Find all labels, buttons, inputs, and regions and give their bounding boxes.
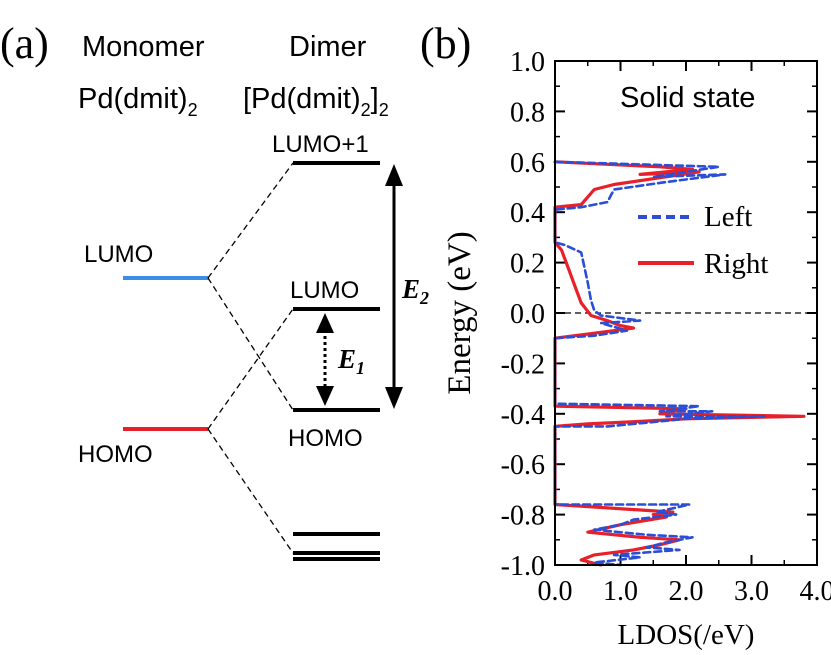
dimer-lumo-plus-1-label: LUMO+1	[272, 131, 369, 158]
e1-label: E1	[337, 344, 365, 378]
y-tick-label: -0.4	[501, 400, 545, 431]
y-tick-label: 0.4	[510, 198, 545, 229]
dimer-lumo-label: LUMO	[290, 277, 359, 304]
y-tick-label: -0.2	[501, 349, 545, 380]
dimer-title: Dimer	[289, 31, 367, 63]
correlation-line	[207, 162, 294, 279]
series-right-line	[553, 160, 806, 567]
correlation-lines	[207, 162, 294, 554]
x-tick-label: 2.0	[669, 576, 704, 607]
e2-label: E2	[401, 274, 429, 308]
panel-a-label: (a)	[0, 19, 49, 68]
correlation-line	[207, 277, 294, 411]
monomer-title: Monomer	[82, 31, 205, 63]
dimer-formula: [Pd(dmit)2]2	[243, 83, 389, 120]
monomer-formula: Pd(dmit)2	[78, 83, 198, 120]
x-tick-label: 0.0	[538, 576, 573, 607]
y-tick-label: 0.0	[510, 299, 545, 330]
correlation-line	[207, 308, 294, 430]
series-left-line	[553, 160, 766, 567]
monomer-homo-label: HOMO	[78, 441, 153, 468]
panel-b: (b) -1.0 -0.8 -0.6 -0.4 -0.2 0.0 0.2 0.4 0.6 0.8 1…	[420, 19, 831, 651]
correlation-line	[207, 428, 294, 554]
x-axis-label: LDOS(/eV)	[618, 619, 755, 651]
plot-frame	[554, 60, 818, 566]
y-tick-label: -1.0	[501, 551, 545, 582]
panel-a: (a) Monomer Pd(dmit)2 Dimer [Pd(dmit)2]2…	[0, 19, 429, 561]
y-tick-label: 0.2	[510, 249, 545, 280]
ldos-chart: -1.0 -0.8 -0.6 -0.4 -0.2 0.0 0.2 0.4 0.6 0.8 1.0 0.…	[501, 47, 831, 607]
legend-right-label: Right	[704, 248, 768, 280]
y-tick-label: 0.8	[510, 97, 545, 128]
monomer-lumo-label: LUMO	[84, 241, 153, 268]
chart-title: Solid state	[620, 82, 755, 114]
y-tick-label: 0.6	[510, 148, 545, 179]
panel-b-label: (b)	[420, 19, 471, 68]
e1-arrow	[316, 313, 334, 406]
e2-arrow	[385, 164, 403, 409]
legend: Left Right	[638, 201, 768, 280]
y-tick-label: 1.0	[510, 47, 545, 78]
y-tick-label: -0.8	[501, 501, 545, 532]
dimer-homo-label: HOMO	[288, 425, 363, 452]
x-tick-label: 1.0	[603, 576, 638, 607]
x-tick-label: 3.0	[734, 576, 769, 607]
y-tick-label: -0.6	[501, 450, 545, 481]
y-axis-label: Energy (eV)	[442, 231, 478, 394]
x-tick-label: 4.0	[800, 576, 831, 607]
legend-left-label: Left	[704, 201, 752, 233]
